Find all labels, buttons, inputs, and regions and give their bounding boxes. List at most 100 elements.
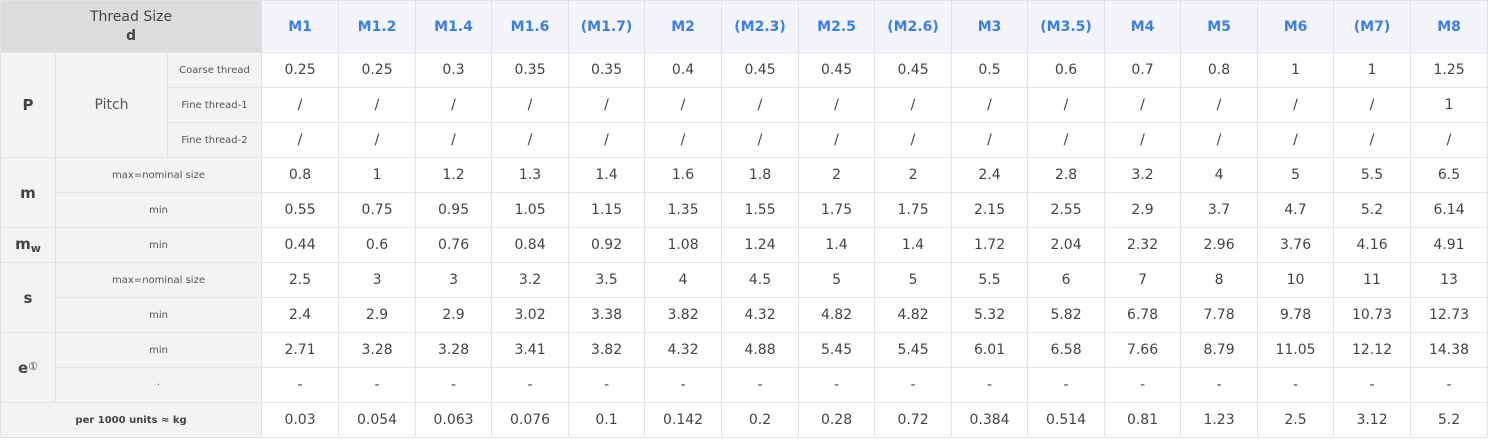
value-cell: / xyxy=(338,87,417,123)
value-cell: - xyxy=(644,367,723,403)
value-cell: 3.28 xyxy=(338,332,417,368)
value-cell: 2.8 xyxy=(1027,157,1106,193)
value-cell: / xyxy=(1104,122,1182,158)
size-header: M4 xyxy=(1104,0,1182,53)
size-header: M6 xyxy=(1257,0,1335,53)
value-cell: - xyxy=(951,367,1029,403)
value-cell: 0.44 xyxy=(261,227,340,263)
value-cell: 12.12 xyxy=(1333,332,1412,368)
value-cell: 6.58 xyxy=(1027,332,1106,368)
value-cell: 1.4 xyxy=(568,157,646,193)
value-cell: - xyxy=(1027,367,1106,403)
value-cell: 0.45 xyxy=(798,52,876,88)
value-cell: / xyxy=(721,122,800,158)
value-cell: / xyxy=(1027,87,1106,123)
value-cell: 1.2 xyxy=(415,157,493,193)
size-header: M8 xyxy=(1410,0,1489,53)
value-cell: / xyxy=(491,87,570,123)
value-cell: 2.4 xyxy=(261,297,340,333)
value-cell: 0.076 xyxy=(491,402,570,438)
value-cell: 0.8 xyxy=(261,157,340,193)
value-cell: 6.01 xyxy=(951,332,1029,368)
size-header: M1.6 xyxy=(491,0,570,53)
value-cell: / xyxy=(874,122,953,158)
value-cell: 3.02 xyxy=(491,297,570,333)
value-cell: - xyxy=(1410,367,1489,403)
value-cell: 4.88 xyxy=(721,332,800,368)
value-cell: 0.76 xyxy=(415,227,493,263)
value-cell: - xyxy=(1333,367,1412,403)
value-cell: 3 xyxy=(338,262,417,298)
size-header: M1 xyxy=(261,0,340,53)
value-cell: - xyxy=(1257,367,1335,403)
value-cell: 6.5 xyxy=(1410,157,1489,193)
value-cell: 0.4 xyxy=(644,52,723,88)
value-cell: 3.82 xyxy=(568,332,646,368)
weight-row: per 1000 units ≈ kg 0.03 0.054 0.063 0.076 0… xyxy=(0,402,1489,438)
value-cell: / xyxy=(644,87,723,123)
value-cell: 0.95 xyxy=(415,192,493,228)
weight-label: per 1000 units ≈ kg xyxy=(0,402,263,438)
value-cell: 0.8 xyxy=(1180,52,1259,88)
value-cell: 3.28 xyxy=(415,332,493,368)
value-cell: 3.2 xyxy=(1104,157,1182,193)
value-cell: 1.72 xyxy=(951,227,1029,263)
value-cell: 0.142 xyxy=(644,402,723,438)
size-header: M1.2 xyxy=(338,0,417,53)
value-cell: / xyxy=(338,122,417,158)
value-cell: 8 xyxy=(1180,262,1259,298)
value-cell: 11 xyxy=(1333,262,1412,298)
value-cell: 0.6 xyxy=(1027,52,1106,88)
value-cell: 0.28 xyxy=(798,402,876,438)
thread-size-symbol: d xyxy=(126,27,137,44)
value-cell: 5.5 xyxy=(951,262,1029,298)
value-cell: 2 xyxy=(798,157,876,193)
value-cell: 2.32 xyxy=(1104,227,1182,263)
value-cell: 10.73 xyxy=(1333,297,1412,333)
value-cell: / xyxy=(1333,87,1412,123)
value-cell: 5.82 xyxy=(1027,297,1106,333)
value-cell: / xyxy=(798,122,876,158)
value-cell: 12.73 xyxy=(1410,297,1489,333)
value-cell: 7 xyxy=(1104,262,1182,298)
e-min-label: min xyxy=(54,332,263,368)
s-min-label: min xyxy=(54,297,263,333)
pitch-fine1-row: Fine thread-1 // / / / / / / / / / / / //1 xyxy=(1,87,1489,123)
e-min-row: e① min 2.71 3.28 3.28 3.41 3.82 4.32 4.88 5.45 5… xyxy=(0,332,1489,403)
value-cell: / xyxy=(644,122,723,158)
s-min-row: min 2.4 2.9 2.9 3.02 3.38 3.82 4.32 4.82 4.82 5.3… xyxy=(1,297,1489,333)
value-cell: 3.5 xyxy=(568,262,646,298)
pitch-coarse-row: P Pitch Coarse thread 0.25 0.25 0.3 0.35 0.3… xyxy=(0,52,1489,158)
value-cell: 0.054 xyxy=(338,402,417,438)
value-cell: 1.15 xyxy=(568,192,646,228)
e-dot-label: · xyxy=(54,367,263,403)
value-cell: - xyxy=(491,367,570,403)
size-header: M2.5 xyxy=(798,0,876,53)
value-cell: 6.14 xyxy=(1410,192,1489,228)
value-cell: / xyxy=(874,87,953,123)
s-max-label: max=nominal size xyxy=(54,262,263,298)
value-cell: 3.38 xyxy=(568,297,646,333)
value-cell: - xyxy=(721,367,800,403)
value-cell: 0.81 xyxy=(1104,402,1182,438)
value-cell: - xyxy=(874,367,953,403)
value-cell: / xyxy=(568,122,646,158)
value-cell: 3.41 xyxy=(491,332,570,368)
param-mw-sub: w xyxy=(30,242,41,255)
value-cell: 2.15 xyxy=(951,192,1029,228)
value-cell: 0.75 xyxy=(338,192,417,228)
mw-min-row: mw min 0.44 0.6 0.76 0.84 0.92 1.08 1.24 1.4 1.4… xyxy=(0,227,1489,263)
value-cell: / xyxy=(1410,122,1489,158)
value-cell: 4.32 xyxy=(644,332,723,368)
value-cell: 3.2 xyxy=(491,262,570,298)
value-cell: 5.2 xyxy=(1333,192,1412,228)
value-cell: 4.82 xyxy=(798,297,876,333)
param-mw-base: m xyxy=(15,235,31,253)
value-cell: 7.78 xyxy=(1180,297,1259,333)
e-dot-row: · ---------------- xyxy=(1,367,1489,403)
size-header: (M7) xyxy=(1333,0,1412,53)
param-e-note: ① xyxy=(28,359,39,373)
value-cell: 7.66 xyxy=(1104,332,1182,368)
value-cell: / xyxy=(1104,87,1182,123)
param-m: m xyxy=(0,157,56,228)
